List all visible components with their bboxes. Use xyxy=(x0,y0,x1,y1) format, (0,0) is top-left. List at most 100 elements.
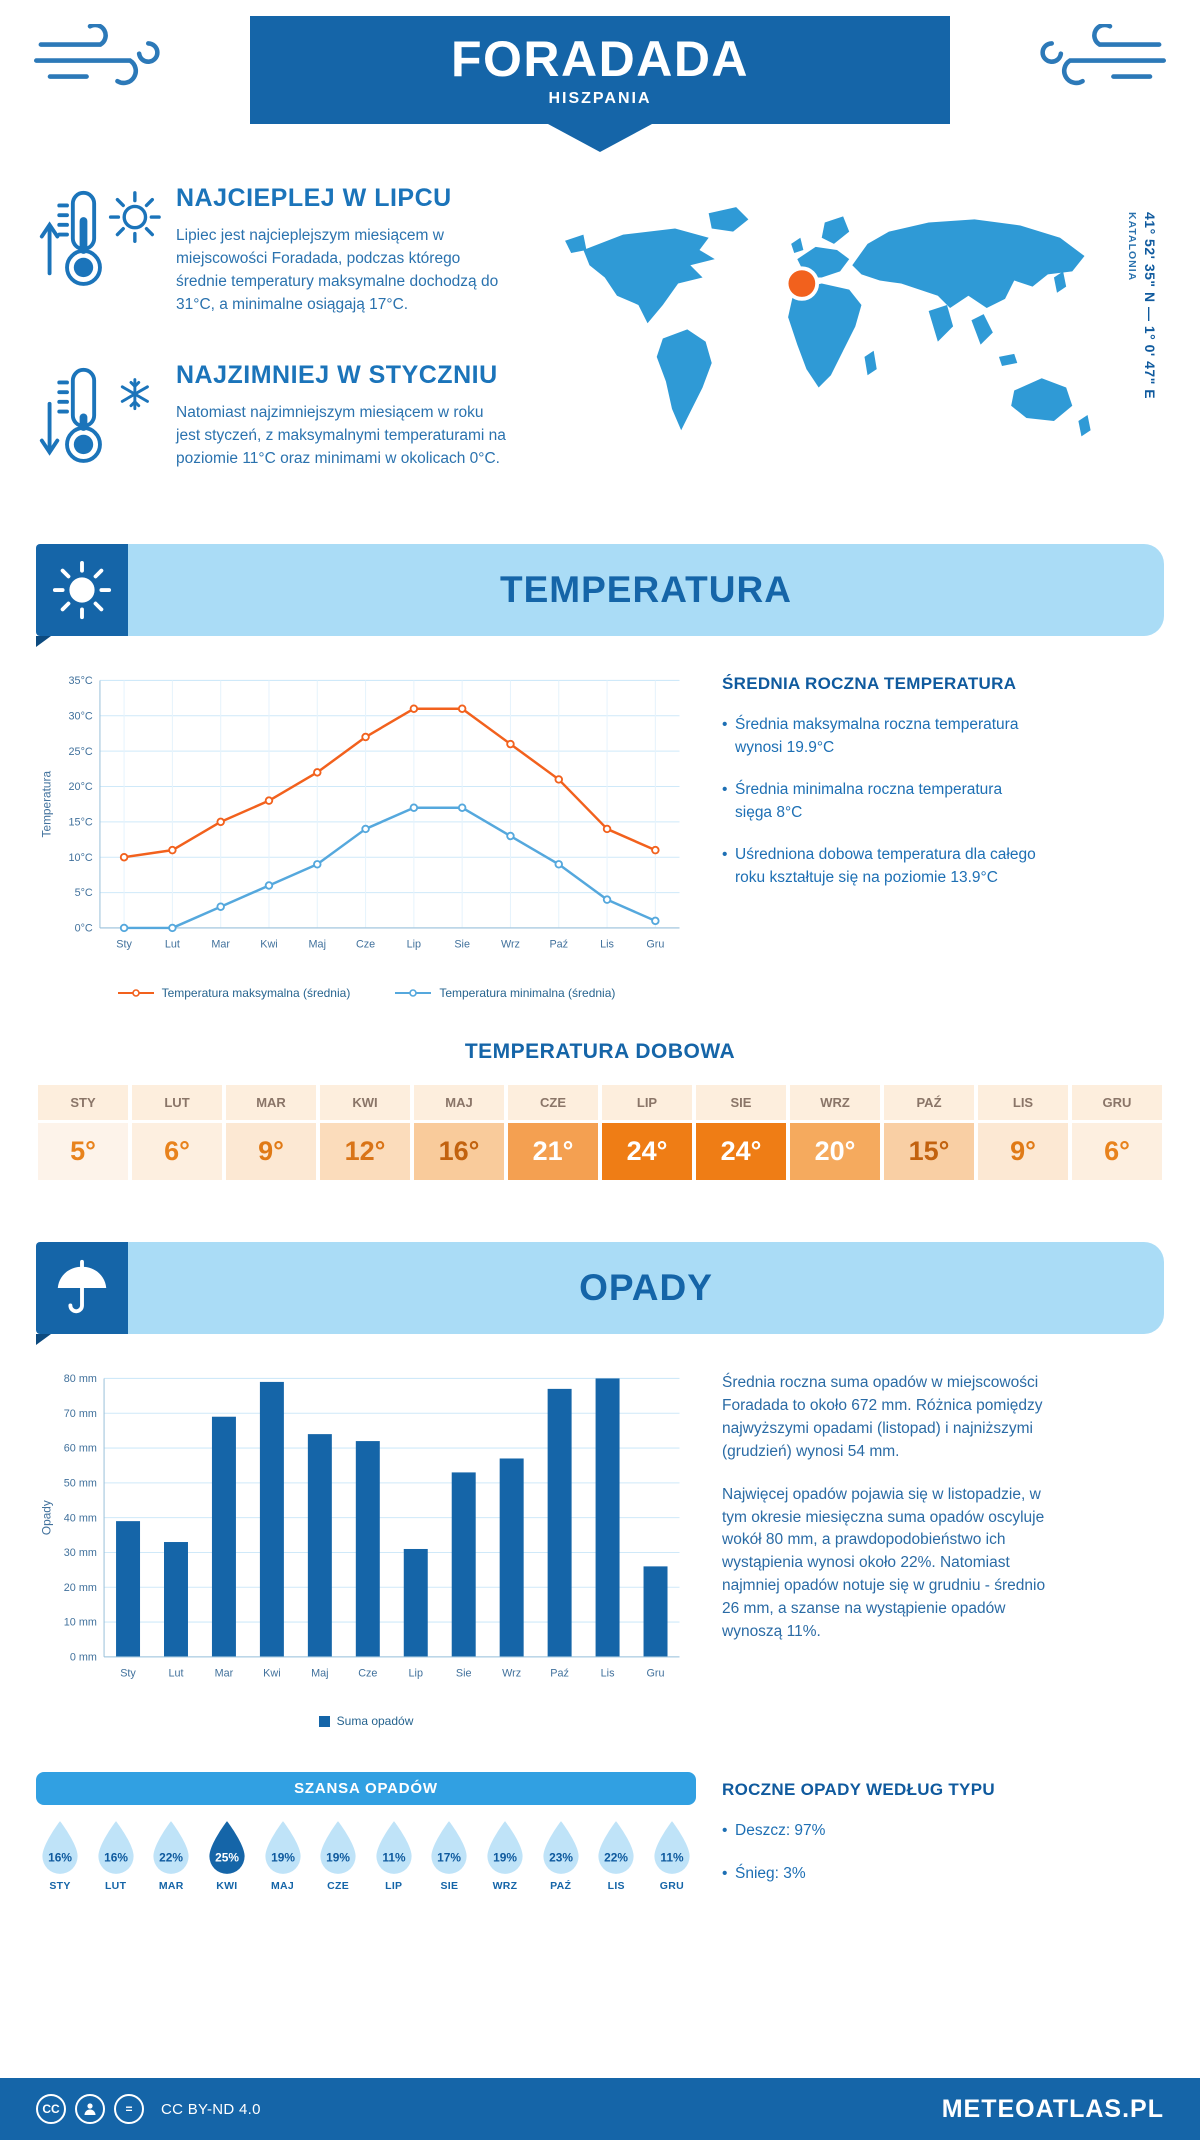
svg-text:60 mm: 60 mm xyxy=(64,1443,97,1455)
coordinates-label: 41° 52' 35" N — 1° 0' 47" E xyxy=(1142,212,1158,400)
svg-text:Lip: Lip xyxy=(407,939,421,951)
precipitation-banner-icon-box xyxy=(36,1241,128,1345)
svg-text:Kwi: Kwi xyxy=(260,939,277,951)
svg-text:25°C: 25°C xyxy=(69,746,93,758)
svg-text:35°C: 35°C xyxy=(69,676,93,688)
drop-month-label: LIP xyxy=(385,1880,403,1893)
license-block: CC = CC BY-ND 4.0 xyxy=(36,2094,261,2124)
coldest-month-block: NAJZIMNIEJ W STYCZNIU Natomiast najzimni… xyxy=(36,361,556,473)
svg-text:Sie: Sie xyxy=(454,939,470,951)
wind-icon xyxy=(1040,22,1166,86)
svg-text:Opady: Opady xyxy=(39,1500,53,1535)
svg-text:20 mm: 20 mm xyxy=(64,1582,97,1594)
svg-text:30°C: 30°C xyxy=(69,711,93,723)
title-banner: FORADADA HISZPANIA xyxy=(250,16,950,124)
raindrop-icon: 23% xyxy=(543,1821,579,1875)
svg-text:16%: 16% xyxy=(104,1851,128,1865)
daily-temp-column: LIS 9° xyxy=(978,1084,1068,1180)
raindrop-icon: 19% xyxy=(320,1821,356,1875)
daily-temperature-heading: TEMPERATURA DOBOWA xyxy=(464,1039,736,1063)
raindrop-row: 16% STY 16% LUT 22% MAR 25% KWI xyxy=(36,1819,696,1892)
site-name: METEOATLAS.PL xyxy=(941,2094,1164,2123)
svg-text:80 mm: 80 mm xyxy=(64,1373,97,1385)
precipitation-chart: 0 mm 10 mm 20 mm 30 mm 40 mm 50 mm 60 mm 70 mm 8… xyxy=(36,1364,696,1704)
precipitation-types-heading: ROCZNE OPADY WEDŁUG TYPU xyxy=(722,1780,995,1800)
drop-month-label: WRZ xyxy=(492,1880,518,1893)
daily-month-label: CZE xyxy=(508,1084,598,1120)
precipitation-summary-1: Średnia roczna suma opadów w miejscowośc… xyxy=(722,1373,1043,1460)
raindrop-icon: 16% xyxy=(42,1821,78,1875)
svg-text:Wrz: Wrz xyxy=(501,939,520,951)
warmest-month-block: NAJCIEPLEJ W LIPCU Lipiec jest najcieple… xyxy=(36,184,556,317)
daily-temp-value: 20° xyxy=(790,1122,880,1180)
daily-temp-value: 12° xyxy=(320,1122,410,1180)
precipitation-chance-section: SZANSA OPADÓW 16% STY 16% LUT 22% MAR 25… xyxy=(0,1728,1200,1905)
svg-text:10 mm: 10 mm xyxy=(64,1617,97,1629)
wind-icon-right xyxy=(1038,22,1166,102)
daily-temp-column: GRU 6° xyxy=(1072,1084,1162,1180)
daily-temp-column: CZE 21° xyxy=(508,1084,598,1180)
raindrop-KWI: 25% KWI xyxy=(203,1819,251,1892)
drop-month-label: LIS xyxy=(607,1880,625,1893)
svg-text:19%: 19% xyxy=(271,1851,295,1865)
raindrop-CZE: 19% CZE xyxy=(314,1819,362,1892)
stat-bullet: Średnia maksymalna roczna temperatura wy… xyxy=(722,714,1042,759)
raindrop-icon: 11% xyxy=(376,1821,412,1875)
daily-month-label: LUT xyxy=(132,1084,222,1120)
svg-text:Temperatura: Temperatura xyxy=(39,771,53,838)
svg-text:11%: 11% xyxy=(382,1851,406,1865)
svg-text:Cze: Cze xyxy=(356,939,375,951)
daily-temp-value: 9° xyxy=(978,1122,1068,1180)
svg-text:0 mm: 0 mm xyxy=(70,1651,97,1663)
daily-temp-value: 9° xyxy=(226,1122,316,1180)
annual-temperature-bullets: Średnia maksymalna roczna temperatura wy… xyxy=(722,714,1164,889)
drop-month-label: STY xyxy=(49,1880,71,1893)
thermometer-sun-icon xyxy=(39,190,161,286)
daily-temp-value: 6° xyxy=(1072,1122,1162,1180)
raindrop-icon: 16% xyxy=(98,1821,134,1875)
raindrop-MAR: 22% MAR xyxy=(147,1819,195,1892)
precipitation-text-column: Średnia roczna suma opadów w miejscowośc… xyxy=(722,1364,1164,1728)
drop-month-label: CZE xyxy=(327,1880,350,1893)
header: FORADADA HISZPANIA xyxy=(0,0,1200,126)
no-derivatives-icon: = xyxy=(114,2094,144,2124)
temperature-chart-column: 0°C 5°C 10°C 15°C 20°C 25°C 30°C 35°C Sty Lut Mar K… xyxy=(36,666,696,1000)
thermometer-cold-icon xyxy=(36,361,176,473)
precipitation-types-bullets: Deszcz: 97% Śnieg: 3% xyxy=(722,1820,1164,1885)
svg-text:Sty: Sty xyxy=(116,939,132,951)
precipitation-summary-2: Najwięcej opadów pojawia się w listopadz… xyxy=(722,1485,1046,1641)
page-subtitle: HISZPANIA xyxy=(548,90,652,107)
legend-item: Temperatura maksymalna (średnia) xyxy=(117,986,350,1000)
daily-temp-column: WRZ 20° xyxy=(790,1084,880,1180)
precipitation-banner: OPADY xyxy=(36,1241,1164,1345)
precipitation-title: OPADY xyxy=(579,1266,713,1308)
daily-temp-value: 5° xyxy=(38,1122,128,1180)
raindrop-GRU: 11% GRU xyxy=(648,1819,696,1892)
svg-text:17%: 17% xyxy=(437,1851,461,1865)
drop-month-label: MAJ xyxy=(270,1880,295,1893)
drop-month-label: MAR xyxy=(158,1880,184,1893)
svg-text:Lut: Lut xyxy=(168,1667,183,1679)
svg-text:Paź: Paź xyxy=(549,939,568,951)
drop-month-label: LUT xyxy=(104,1880,127,1893)
daily-month-label: KWI xyxy=(320,1084,410,1120)
raindrop-LUT: 16% LUT xyxy=(92,1819,140,1892)
daily-month-label: STY xyxy=(38,1084,128,1120)
snowflake-icon xyxy=(120,377,149,410)
stat-bullet: Uśredniona dobowa temperatura dla całego… xyxy=(722,844,1042,889)
coldest-text-block: NAJZIMNIEJ W STYCZNIU Natomiast najzimni… xyxy=(176,361,511,473)
warmest-paragraph: Lipiec jest najcieplejszym miesiącem w m… xyxy=(176,227,499,313)
daily-month-label: GRU xyxy=(1072,1084,1162,1120)
temperature-chart: 0°C 5°C 10°C 15°C 20°C 25°C 30°C 35°C Sty Lut Mar K… xyxy=(36,666,696,975)
thermometer-warm-icon xyxy=(36,184,176,317)
daily-month-label: MAR xyxy=(226,1084,316,1120)
svg-text:70 mm: 70 mm xyxy=(64,1408,97,1420)
intro-text-column: NAJCIEPLEJ W LIPCU Lipiec jest najcieple… xyxy=(36,184,556,516)
svg-text:5°C: 5°C xyxy=(75,888,93,900)
svg-text:15°C: 15°C xyxy=(69,817,93,829)
svg-text:30 mm: 30 mm xyxy=(64,1547,97,1559)
svg-text:0°C: 0°C xyxy=(75,923,93,935)
daily-month-label: PAŹ xyxy=(884,1084,974,1120)
svg-text:Lis: Lis xyxy=(600,939,614,951)
svg-text:Lis: Lis xyxy=(601,1667,615,1679)
